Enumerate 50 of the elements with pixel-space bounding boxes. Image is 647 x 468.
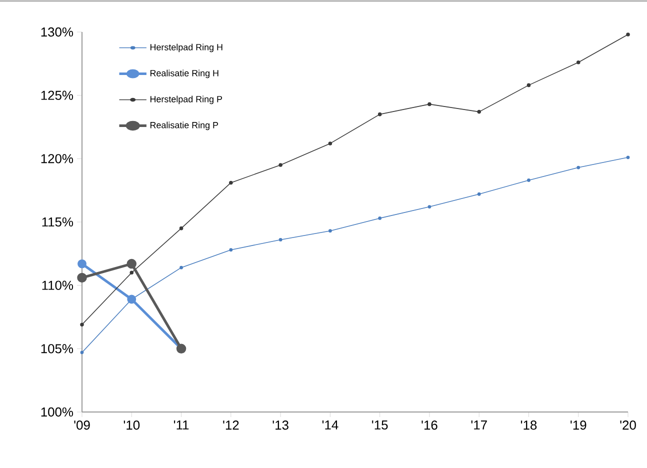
point bbox=[127, 294, 136, 304]
x-tick-label: '09 bbox=[74, 420, 90, 430]
legend-label: Realisatie Ring P bbox=[150, 122, 218, 130]
point bbox=[77, 272, 87, 283]
point bbox=[526, 83, 531, 88]
y-tick-label: 125% bbox=[41, 90, 74, 100]
y-tick-label: 100% bbox=[41, 407, 74, 417]
point bbox=[626, 32, 630, 36]
point bbox=[229, 248, 233, 252]
point bbox=[328, 229, 332, 233]
point bbox=[80, 350, 84, 354]
x-tick-label: '12 bbox=[223, 420, 239, 430]
x-tick-label: '20 bbox=[620, 420, 636, 430]
point bbox=[626, 156, 630, 160]
point bbox=[180, 266, 183, 270]
point bbox=[378, 216, 382, 220]
point bbox=[378, 112, 382, 116]
x-tick-label: '11 bbox=[174, 420, 189, 430]
point bbox=[278, 238, 282, 242]
point bbox=[527, 178, 530, 182]
x-tick-label: '13 bbox=[272, 420, 288, 430]
point bbox=[229, 180, 233, 185]
point bbox=[576, 60, 580, 64]
x-tick-label: '14 bbox=[322, 420, 338, 430]
point bbox=[428, 102, 432, 106]
y-tick-label: 120% bbox=[41, 154, 74, 164]
legend-label: Realisatie Ring H bbox=[150, 70, 218, 78]
point bbox=[130, 270, 134, 275]
point bbox=[179, 226, 184, 230]
y-tick-label: 110% bbox=[42, 280, 74, 290]
point bbox=[477, 192, 481, 196]
legend-label: Herstelpad Ring P bbox=[150, 96, 222, 104]
legend-label: Herstelpad Ring H bbox=[150, 44, 222, 52]
point bbox=[126, 258, 137, 269]
point bbox=[477, 110, 481, 114]
y-tick-label: 105% bbox=[41, 344, 74, 354]
x-tick-label: '10 bbox=[124, 420, 140, 430]
x-tick-label: '15 bbox=[372, 420, 388, 430]
y-tick-label: 130% bbox=[41, 27, 74, 37]
point bbox=[80, 322, 84, 326]
x-tick-label: '18 bbox=[520, 420, 537, 430]
x-tick-label: '16 bbox=[422, 420, 438, 430]
point bbox=[278, 163, 282, 167]
point bbox=[576, 166, 580, 170]
point bbox=[428, 205, 432, 208]
x-tick-label: '19 bbox=[570, 420, 586, 430]
y-tick-label: 115% bbox=[42, 217, 74, 227]
point bbox=[328, 142, 332, 146]
x-tick-label: '17 bbox=[471, 420, 487, 430]
point bbox=[78, 259, 86, 268]
